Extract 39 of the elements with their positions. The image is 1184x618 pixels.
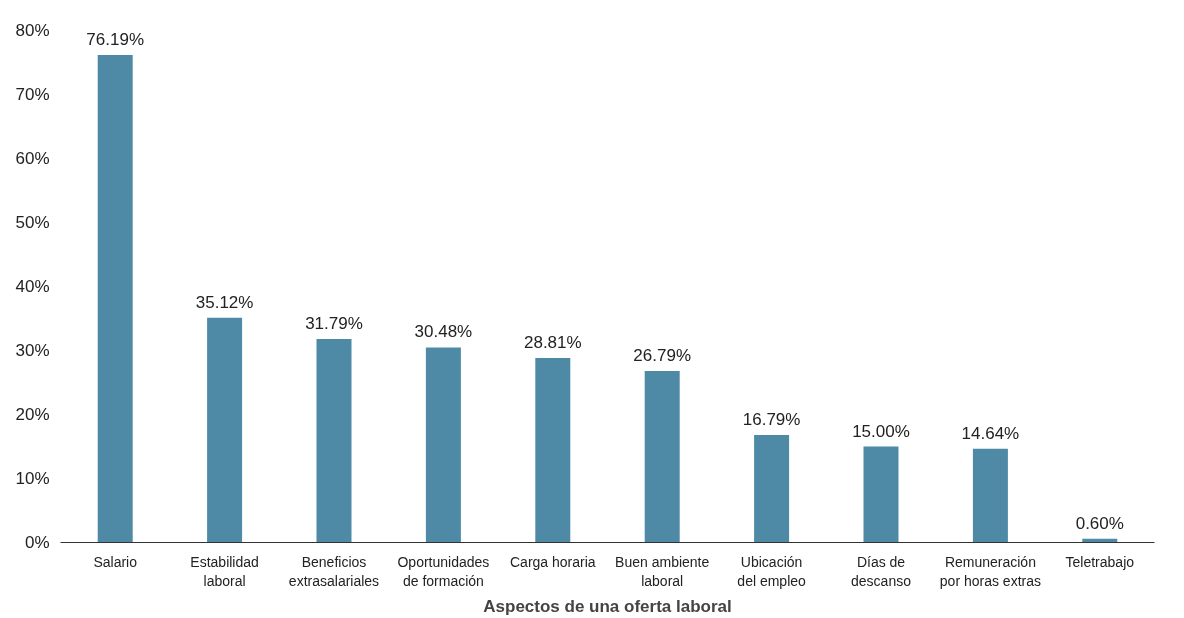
bar [316, 339, 352, 543]
bar [972, 448, 1008, 543]
bar [97, 54, 133, 543]
bar [863, 446, 899, 543]
x-tick-label: Buen ambiente laboral [615, 553, 710, 589]
data-label: 76.19% [86, 29, 145, 49]
data-label: 14.64% [961, 423, 1020, 443]
y-tick-label: 40% [15, 277, 50, 296]
bar [644, 371, 680, 543]
x-tick-label: Ubicación del empleo [737, 553, 807, 589]
bar [425, 347, 461, 543]
y-tick-label: 10% [15, 469, 50, 488]
data-label: 31.79% [305, 314, 363, 334]
x-tick-label: Carga horaria [510, 553, 596, 570]
bar [207, 317, 243, 543]
x-axis-title: Aspectos de una oferta laboral [483, 596, 732, 616]
y-tick-label: 0% [24, 533, 50, 552]
bar [535, 358, 571, 543]
data-label: 35.12% [195, 292, 254, 312]
x-tick-label: Remuneración por horas extras [939, 553, 1041, 589]
y-tick-label: 30% [15, 341, 50, 360]
x-tick-label: Estabilidad laboral [190, 553, 259, 589]
y-tick-label: 70% [15, 85, 50, 104]
y-tick-label: 60% [15, 149, 50, 168]
bar [754, 435, 790, 543]
data-label: 0.60% [1075, 513, 1124, 533]
y-tick-label: 20% [15, 405, 50, 424]
x-tick-label: Beneficios extrasalariales [288, 553, 380, 589]
x-tick-label: Salario [93, 553, 138, 570]
y-tick-label: 80% [15, 21, 50, 40]
x-tick-label: Días de descanso [851, 553, 912, 589]
data-label: 16.79% [742, 410, 801, 430]
data-label: 15.00% [852, 421, 910, 441]
data-label: 30.48% [414, 322, 473, 342]
y-tick-label: 50% [15, 213, 50, 232]
x-tick-label: Oportunidades de formación [397, 553, 490, 589]
x-tick-label: Teletrabajo [1065, 553, 1135, 570]
data-label: 28.81% [523, 333, 582, 353]
data-label: 26.79% [633, 346, 692, 366]
